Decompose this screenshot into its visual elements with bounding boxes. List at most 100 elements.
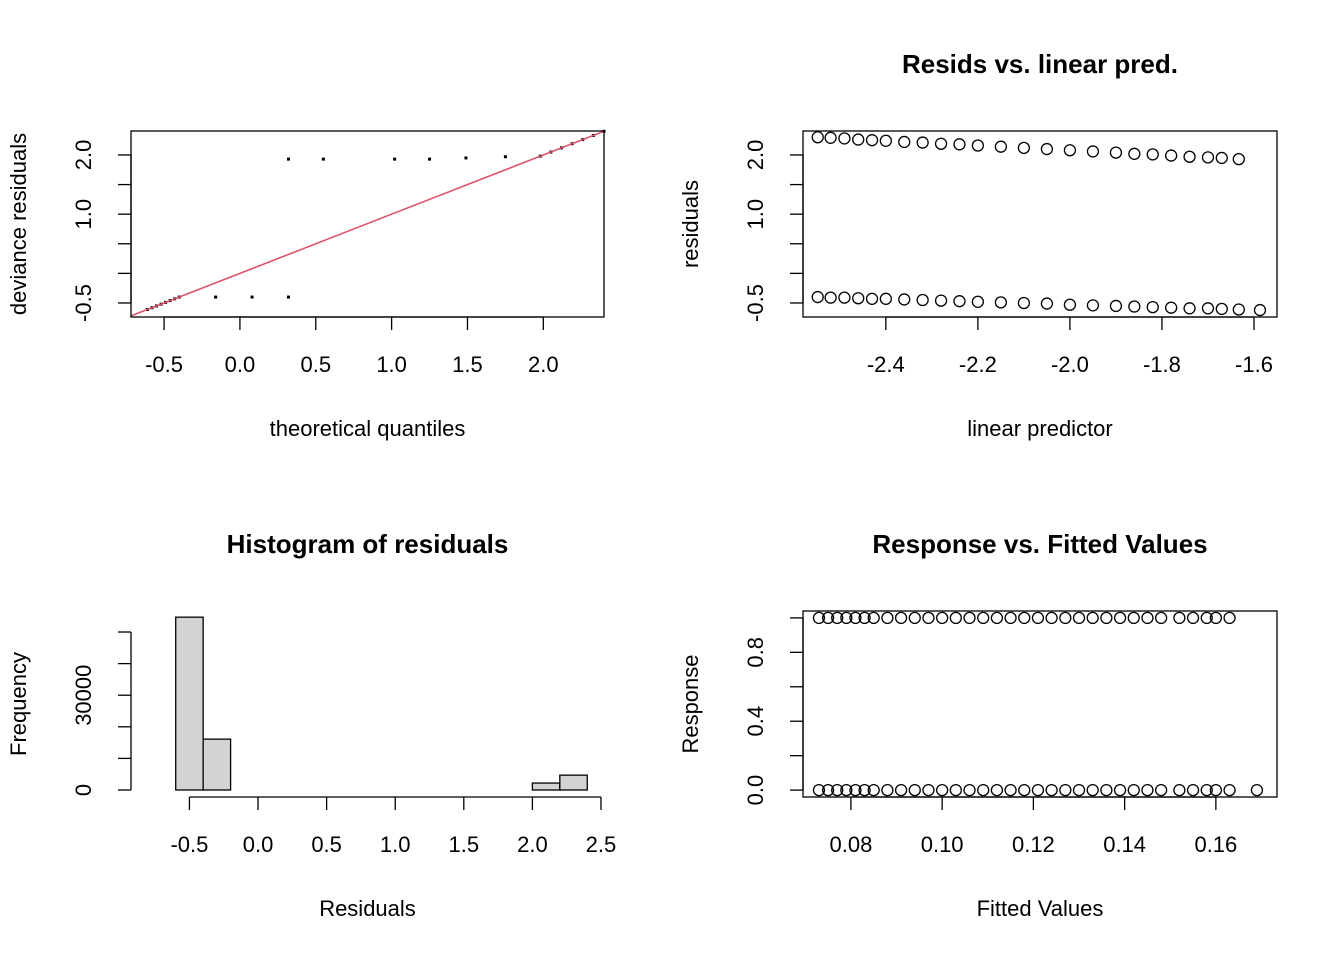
x-tick-label: 2.0 [517, 832, 548, 857]
point [1086, 145, 1100, 158]
point [990, 783, 1004, 797]
point [1128, 147, 1141, 160]
y-axis-label: Frequency [6, 652, 31, 756]
point [1086, 299, 1100, 312]
bar [531, 782, 561, 791]
point [865, 134, 879, 147]
point [831, 611, 844, 625]
chart-title: Resids vs. linear pred. [902, 49, 1178, 79]
x-tick-label: 0.08 [829, 832, 872, 857]
x-tick-label: -1.8 [1143, 352, 1181, 377]
point [321, 157, 325, 161]
point [908, 783, 921, 797]
point [1100, 611, 1113, 625]
point [949, 783, 962, 797]
point [963, 611, 976, 625]
point [1200, 783, 1213, 797]
point [949, 611, 962, 625]
point [428, 157, 432, 161]
x-tick-label: -0.5 [145, 352, 183, 377]
y-tick-label: 0.0 [743, 775, 768, 806]
point [1183, 302, 1196, 315]
point [994, 296, 1008, 309]
point [916, 293, 929, 307]
x-tick-label: 0.16 [1194, 832, 1237, 857]
point [1017, 296, 1031, 310]
point [1165, 149, 1178, 162]
point [503, 155, 507, 159]
point [1223, 783, 1236, 797]
x-tick-label: -2.0 [1051, 352, 1089, 377]
point [393, 157, 397, 161]
point [898, 135, 911, 149]
point [1146, 300, 1159, 314]
point [1232, 303, 1245, 316]
y-tick-label: 1.0 [743, 199, 768, 230]
point [1186, 783, 1200, 797]
point [1059, 783, 1072, 797]
point [898, 293, 911, 306]
y-axis-label: Response [678, 654, 703, 753]
point [1063, 144, 1077, 157]
point [1250, 783, 1264, 797]
point [867, 611, 880, 625]
x-tick-label: -0.5 [170, 832, 208, 857]
point [935, 611, 949, 625]
point [1004, 611, 1017, 625]
point [824, 131, 837, 144]
x-tick-label: -2.4 [867, 352, 905, 377]
point [879, 292, 892, 305]
point [894, 783, 908, 797]
plot-frame [802, 610, 1278, 798]
plot-frame [802, 130, 1278, 318]
point [1109, 146, 1123, 159]
point [1017, 141, 1031, 155]
y-tick-label: 2.0 [71, 140, 96, 171]
point [867, 783, 880, 797]
point [858, 611, 871, 625]
point [1154, 611, 1168, 625]
point [935, 783, 949, 797]
point [1100, 783, 1113, 797]
point [1253, 303, 1267, 317]
point [1146, 148, 1159, 161]
point [922, 783, 935, 797]
point [840, 611, 853, 625]
point [879, 134, 892, 147]
point [811, 290, 824, 304]
point [852, 133, 865, 146]
point [1018, 611, 1031, 625]
y-tick-label: 30000 [71, 665, 96, 726]
y-tick-label: -0.5 [743, 284, 768, 322]
y-tick-label: 2.0 [743, 140, 768, 171]
point [1127, 611, 1140, 625]
point [1141, 611, 1154, 625]
point [1040, 142, 1054, 156]
x-tick-label: 1.5 [449, 832, 480, 857]
point [1209, 783, 1223, 797]
point [1031, 611, 1045, 625]
point [971, 295, 985, 308]
point [971, 139, 985, 152]
point [1201, 151, 1215, 164]
bar [559, 774, 588, 791]
y-tick-label: 0.4 [743, 706, 768, 737]
point [1004, 783, 1017, 797]
x-tick-label: -1.6 [1235, 352, 1273, 377]
point [286, 295, 290, 299]
point [1154, 783, 1168, 797]
point [1031, 783, 1045, 797]
x-axis-label: Fitted Values [977, 896, 1104, 921]
point [1127, 783, 1140, 797]
point [1141, 783, 1154, 797]
point [1186, 611, 1200, 625]
chart-title: Response vs. Fitted Values [872, 529, 1207, 559]
point [934, 294, 948, 307]
point [1173, 611, 1186, 625]
point [1072, 611, 1086, 625]
point [1040, 297, 1054, 310]
reference-line [131, 131, 604, 317]
point [852, 292, 865, 305]
y-tick-label: -0.5 [71, 284, 96, 322]
